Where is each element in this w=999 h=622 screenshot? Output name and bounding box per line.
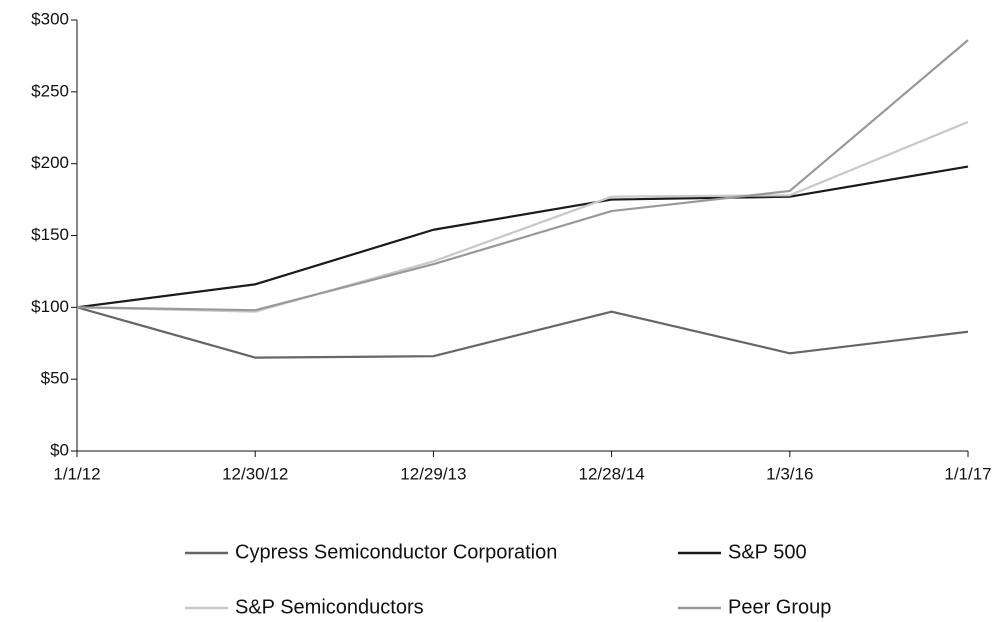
series-line (76, 306, 969, 359)
x-tick-label: 1/1/12 (53, 464, 100, 483)
legend-label: S&P 500 (728, 541, 807, 563)
y-tick-label: $200 (31, 153, 69, 172)
series-line (76, 120, 969, 313)
y-tick-label: $300 (31, 9, 69, 28)
x-tick-label: 12/29/13 (400, 464, 466, 483)
y-tick-label: $50 (41, 369, 69, 388)
y-tick-label: $0 (50, 440, 69, 459)
x-tick-label: 12/30/12 (222, 464, 288, 483)
y-tick-label: $150 (31, 225, 69, 244)
x-tick-label: 1/3/16 (766, 464, 813, 483)
x-tick-label: 1/1/17 (944, 464, 991, 483)
x-tick-label: 12/28/14 (579, 464, 645, 483)
legend-label: S&P Semiconductors (235, 596, 424, 618)
series-line (76, 39, 969, 312)
legend-label: Peer Group (728, 596, 831, 618)
legend-label: Cypress Semiconductor Corporation (235, 541, 557, 563)
y-tick-label: $100 (31, 297, 69, 316)
series-line (76, 165, 969, 309)
y-tick-label: $250 (31, 81, 69, 100)
